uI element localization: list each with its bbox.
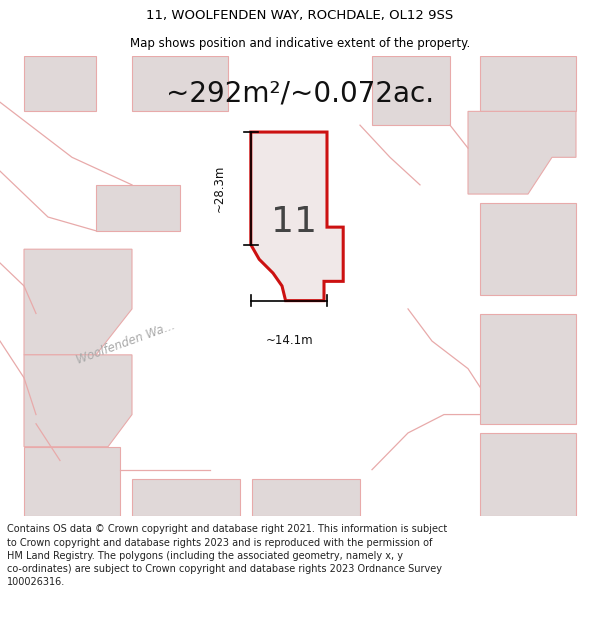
Text: Woolfenden Wa…: Woolfenden Wa… <box>75 319 178 368</box>
Polygon shape <box>480 433 576 516</box>
Polygon shape <box>132 479 240 516</box>
Polygon shape <box>468 111 576 194</box>
Polygon shape <box>24 56 96 111</box>
Polygon shape <box>372 56 450 125</box>
Text: 11: 11 <box>271 204 317 239</box>
Polygon shape <box>480 314 576 424</box>
Polygon shape <box>24 249 132 355</box>
Polygon shape <box>480 203 576 295</box>
Polygon shape <box>132 56 228 111</box>
Polygon shape <box>480 56 576 111</box>
Text: Map shows position and indicative extent of the property.: Map shows position and indicative extent… <box>130 38 470 51</box>
Polygon shape <box>24 447 120 516</box>
Text: 11, WOOLFENDEN WAY, ROCHDALE, OL12 9SS: 11, WOOLFENDEN WAY, ROCHDALE, OL12 9SS <box>146 9 454 22</box>
Polygon shape <box>252 479 360 516</box>
Text: ~14.1m: ~14.1m <box>265 334 313 347</box>
Polygon shape <box>24 355 132 447</box>
Text: Contains OS data © Crown copyright and database right 2021. This information is : Contains OS data © Crown copyright and d… <box>7 524 448 587</box>
Polygon shape <box>96 185 180 231</box>
Polygon shape <box>251 132 343 301</box>
Text: ~28.3m: ~28.3m <box>213 165 226 212</box>
Text: ~292m²/~0.072ac.: ~292m²/~0.072ac. <box>166 79 434 107</box>
